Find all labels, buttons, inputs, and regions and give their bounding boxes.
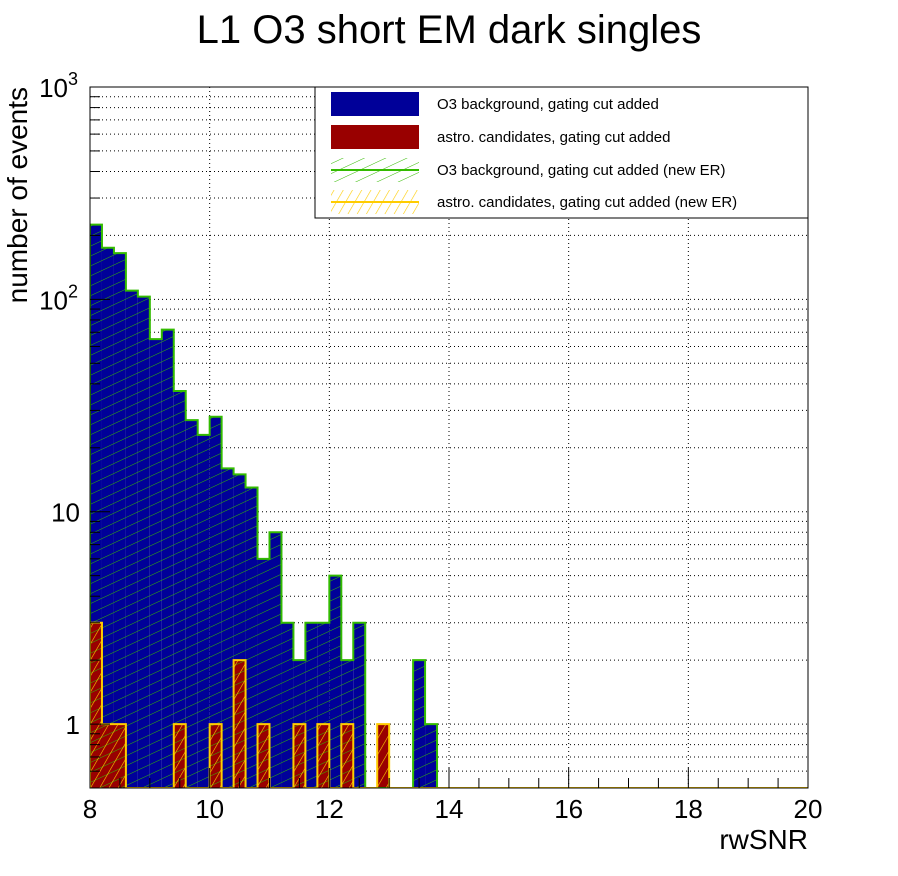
bar (113, 724, 126, 788)
legend-label: O3 background, gating cut added (437, 96, 659, 113)
series-2 (90, 223, 808, 788)
bar (101, 247, 114, 788)
bar (293, 724, 306, 788)
legend-swatch (331, 125, 419, 149)
bar (245, 487, 258, 788)
bar (269, 532, 282, 788)
y-axis-label: number of events (2, 87, 33, 303)
bar (137, 296, 150, 788)
x-tick-label: 18 (674, 794, 703, 824)
x-axis-label: rwSNR (719, 824, 808, 855)
legend-label: astro. candidates, gating cut added (new… (437, 194, 737, 211)
y-tick-label: 10 (39, 285, 68, 315)
bar (257, 558, 270, 788)
chart-title: L1 O3 short EM dark singles (197, 8, 702, 52)
y-tick-label: 1 (66, 710, 80, 740)
bar (257, 724, 270, 788)
bar (149, 339, 162, 788)
legend: O3 background, gating cut added astro. ca… (314, 86, 809, 219)
series-outline (90, 223, 808, 788)
bar (173, 724, 186, 788)
bar (209, 724, 222, 788)
y-tick-label: 10 (51, 498, 80, 528)
bar (90, 622, 102, 788)
y-tick-exponent: 3 (68, 69, 78, 89)
bar (173, 391, 186, 788)
bar (185, 420, 198, 788)
legend-swatch (331, 92, 419, 116)
bar (101, 724, 114, 788)
legend-label: astro. candidates, gating cut added (437, 129, 671, 146)
bar (341, 724, 354, 788)
bar (413, 660, 426, 788)
x-tick-label: 20 (794, 794, 823, 824)
y-tick-label: 10 (39, 73, 68, 103)
series-3 (90, 621, 808, 788)
bar (233, 474, 246, 788)
x-tick-label: 12 (315, 794, 344, 824)
bar (161, 329, 174, 788)
axis-ticks (89, 96, 809, 789)
bar (233, 660, 246, 788)
bar (317, 622, 330, 788)
legend-label: O3 background, gating cut added (new ER) (437, 162, 726, 179)
bar (353, 622, 366, 788)
bar (281, 622, 294, 788)
bar (197, 434, 210, 788)
x-tick-label: 14 (435, 794, 464, 824)
bar (209, 416, 222, 788)
bar (113, 253, 126, 788)
bar (317, 724, 330, 788)
bar (305, 622, 318, 788)
bar (125, 290, 138, 788)
bar (221, 468, 234, 788)
bar (329, 575, 342, 788)
x-tick-label: 10 (195, 794, 224, 824)
series-outline (90, 621, 808, 788)
y-tick-exponent: 2 (68, 281, 78, 301)
x-tick-label: 8 (83, 794, 97, 824)
x-tick-label: 16 (554, 794, 583, 824)
bar (425, 724, 438, 788)
bar (377, 724, 390, 788)
histogram-bars (90, 223, 808, 788)
bar (90, 224, 102, 788)
